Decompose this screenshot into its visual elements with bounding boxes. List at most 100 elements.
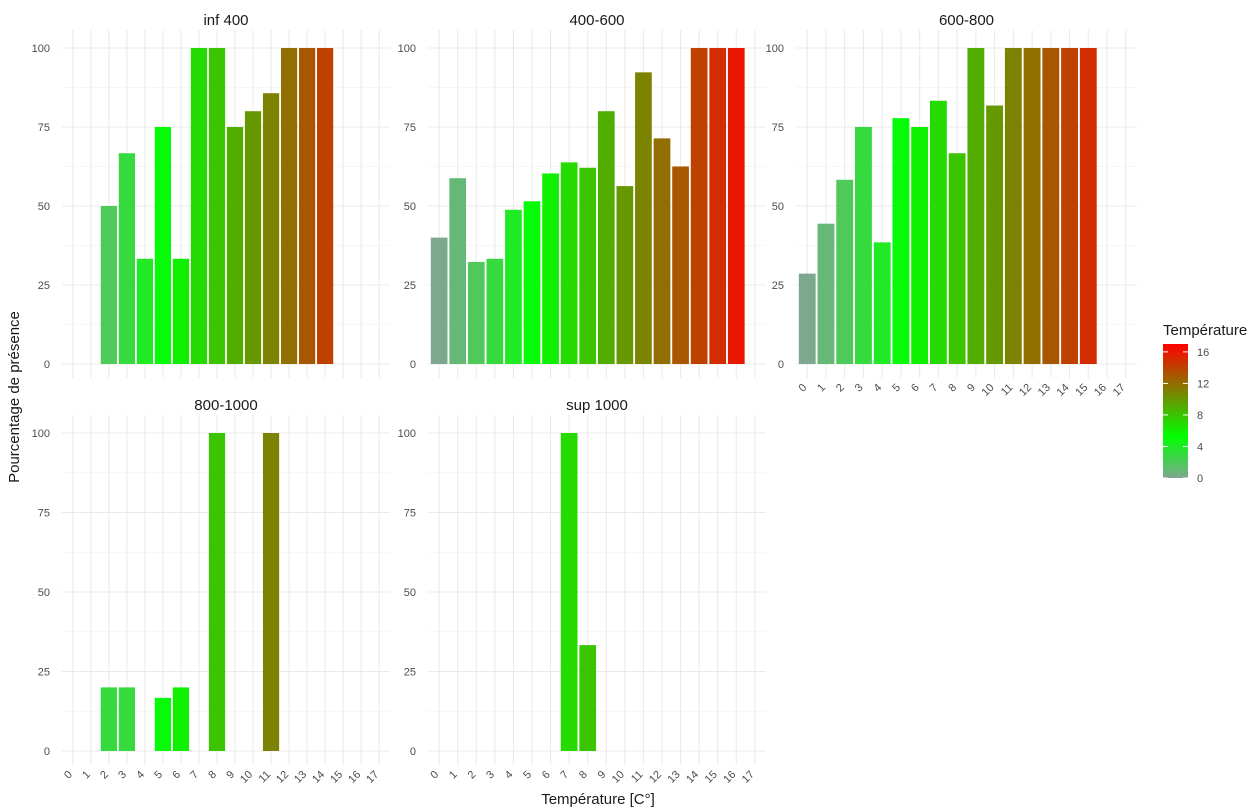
y-tick-label: 100 — [398, 43, 416, 55]
bar — [262, 93, 280, 365]
y-tick-label: 100 — [766, 43, 784, 55]
x-tick-label: 6 — [170, 769, 183, 782]
bar — [226, 127, 244, 364]
y-tick-label: 25 — [404, 280, 416, 292]
bar — [1023, 48, 1041, 364]
y-tick-label: 25 — [38, 667, 50, 679]
x-tick-label: 4 — [871, 382, 884, 395]
x-tick-label: 2 — [98, 769, 111, 782]
y-tick-label: 75 — [404, 508, 416, 520]
legend-colorbar — [1163, 344, 1188, 478]
bar — [244, 111, 262, 364]
x-tick-label: 12 — [274, 769, 291, 786]
x-tick-label: 10 — [610, 769, 627, 786]
x-tick-label: 14 — [1055, 382, 1072, 399]
bar — [118, 687, 135, 751]
y-tick-label: 100 — [398, 428, 416, 440]
x-tick-label: 11 — [257, 769, 274, 786]
bar — [1042, 48, 1060, 364]
x-tick-label: 11 — [629, 769, 646, 786]
grid — [62, 415, 390, 765]
x-tick-label: 13 — [292, 769, 309, 786]
x-tick-label: 14 — [310, 769, 327, 786]
x-tick-label: 17 — [740, 769, 757, 786]
x-tick-label: 6 — [909, 382, 922, 395]
panel-title: sup 1000 — [566, 397, 628, 414]
x-tick-label: 5 — [890, 382, 903, 395]
bar — [690, 48, 708, 364]
panel-title: inf 400 — [203, 12, 248, 29]
x-axis-title: Température [C°] — [541, 791, 655, 808]
y-tick-label: 25 — [38, 280, 50, 292]
x-tick-label: 2 — [466, 769, 479, 782]
bar — [523, 201, 541, 364]
x-tick-label: 16 — [1092, 382, 1109, 399]
x-tick-label: 15 — [703, 769, 720, 786]
y-tick-label: 0 — [410, 359, 416, 371]
bar — [597, 111, 615, 364]
y-tick-label: 50 — [404, 587, 416, 599]
bar — [467, 261, 485, 364]
panel-title: 800-1000 — [194, 397, 257, 414]
x-tick-label: 4 — [503, 769, 516, 782]
y-tick-label: 0 — [44, 359, 50, 371]
x-tick-label: 6 — [540, 769, 553, 782]
x-tick-label: 15 — [1073, 382, 1090, 399]
x-tick-label: 5 — [521, 769, 534, 782]
bar — [505, 209, 522, 364]
x-tick-label: 4 — [134, 769, 147, 782]
bar — [873, 242, 891, 364]
bar — [929, 100, 947, 364]
x-tick-label: 0 — [428, 769, 441, 782]
x-tick-label: 15 — [328, 769, 345, 786]
x-tick-label: 5 — [152, 769, 165, 782]
panel-title: 400-600 — [569, 12, 624, 29]
x-tick-label: 13 — [666, 769, 683, 786]
bar — [579, 167, 597, 364]
x-tick-label: 8 — [946, 382, 959, 395]
bar — [118, 153, 135, 364]
bar — [136, 258, 154, 364]
y-tick-label: 25 — [772, 280, 784, 292]
bar — [100, 687, 117, 751]
bar — [948, 153, 966, 364]
y-tick-label: 0 — [410, 746, 416, 758]
x-tick-label: 0 — [797, 382, 810, 395]
y-tick-label: 50 — [38, 201, 50, 213]
bar — [542, 173, 559, 364]
legend-tick-label: 4 — [1197, 441, 1203, 453]
x-tick-label: 16 — [346, 769, 363, 786]
bar — [616, 186, 634, 364]
bar — [855, 127, 872, 364]
y-tick-label: 50 — [38, 587, 50, 599]
bar — [798, 273, 816, 364]
x-tick-label: 0 — [62, 769, 75, 782]
x-tick-label: 9 — [965, 382, 978, 395]
y-axis-title: Pourcentage de présence — [6, 311, 23, 483]
legend: Température 0 4 8 12 16 — [1163, 322, 1247, 485]
x-tick-label: 8 — [206, 769, 219, 782]
bar — [709, 48, 727, 364]
x-tick-label: 1 — [80, 769, 93, 782]
x-tick-label: 1 — [815, 382, 828, 395]
bar — [560, 162, 578, 364]
bar — [653, 138, 671, 364]
x-tick-label: 3 — [853, 382, 866, 395]
x-tick-label: 3 — [116, 769, 129, 782]
bar — [430, 237, 448, 364]
legend-tick-label: 16 — [1197, 347, 1209, 359]
x-tick-label: 17 — [364, 769, 381, 786]
bar — [892, 118, 910, 364]
bar — [727, 48, 745, 364]
x-tick-label: 10 — [980, 382, 997, 399]
y-tick-label: 50 — [404, 201, 416, 213]
facet-panel-1: 400-600 0 25 50 75 100 — [398, 12, 766, 378]
bar — [486, 258, 504, 364]
x-tick-label: 7 — [558, 769, 571, 782]
x-tick-label: 9 — [596, 769, 609, 782]
bar — [449, 178, 467, 364]
bar — [967, 48, 985, 364]
